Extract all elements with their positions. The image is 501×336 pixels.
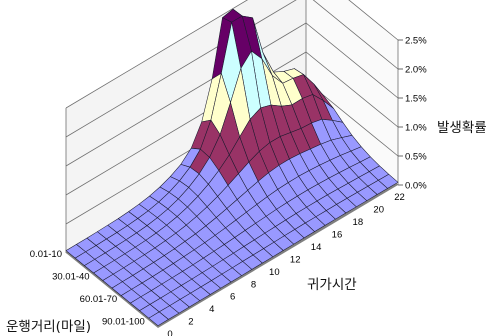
y-tick-label: 0.01-10 [30, 249, 62, 260]
z-tick-label: 1.0% [405, 123, 427, 134]
z-tick-label: 2.0% [405, 65, 427, 76]
surface-mesh [65, 8, 399, 326]
x-tick-label: 0 [167, 329, 172, 336]
z-gridline [65, 0, 399, 109]
z-axis-ticks: 0.0% 0.5% 1.0% 1.5% 2.0% 2.5% [398, 36, 427, 192]
x-tick-label: 16 [332, 230, 343, 241]
x-tick-label: 8 [251, 279, 256, 290]
x-tick-label: 2 [188, 317, 193, 328]
z-tick-label: 2.5% [405, 36, 427, 47]
x-tick-label: 10 [269, 267, 280, 278]
y-tick-label: 30.01-40 [52, 272, 90, 283]
x-tick-label: 6 [230, 292, 235, 303]
x-tick-label: 14 [311, 242, 322, 253]
x-axis-title: 귀가시간 [307, 277, 357, 293]
side-wall [306, 0, 398, 185]
y-tick-label: 60.01-70 [80, 294, 118, 305]
x-tick-label: 20 [373, 205, 384, 216]
z-tick-label: 0.0% [405, 181, 427, 192]
x-axis-ticks: 0 2 4 6 8 10 12 14 16 18 20 22 [167, 192, 405, 336]
z-axis-title: 발생확률 [437, 120, 487, 136]
surface-cell [148, 311, 169, 326]
x-tick-label: 22 [394, 192, 405, 203]
y-tick-label: 90.01-100 [102, 317, 145, 328]
z-tick-label: 0.5% [405, 152, 427, 163]
z-tick-label: 1.5% [405, 94, 427, 105]
x-tick-label: 12 [290, 254, 301, 265]
y-axis-ticks: 0.01-10 30.01-40 60.01-70 90.01-100 [30, 249, 145, 328]
z-gridline [65, 0, 399, 138]
y-axis-title: 운행거리(마일) [6, 319, 91, 335]
x-tick-label: 18 [353, 217, 364, 228]
x-tick-label: 4 [209, 304, 214, 315]
